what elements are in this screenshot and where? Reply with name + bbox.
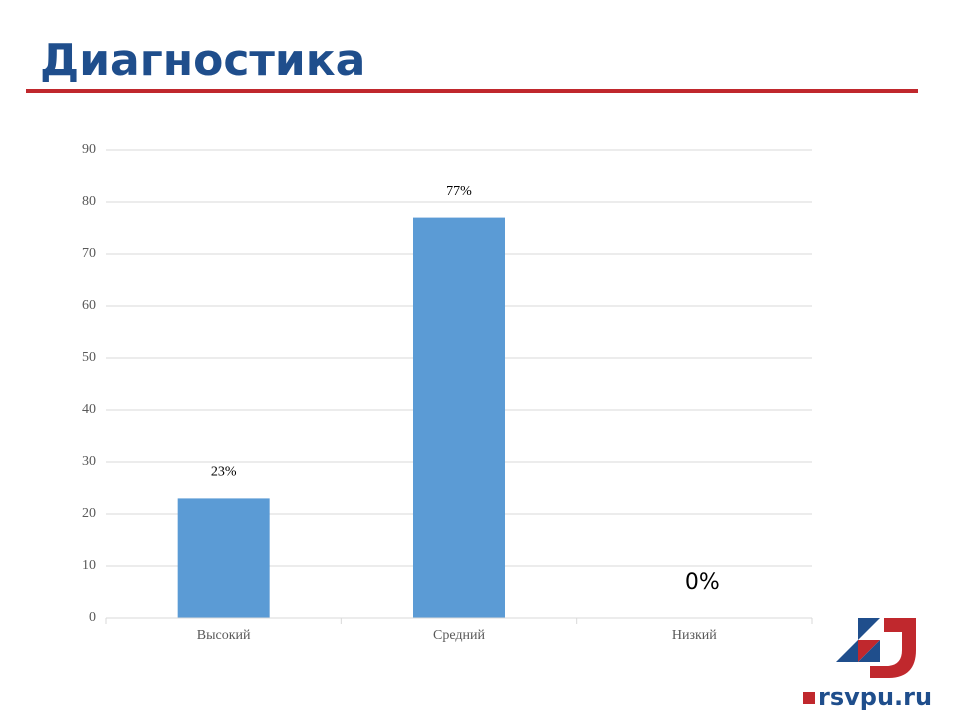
y-tick-label: 50 bbox=[82, 350, 96, 365]
y-tick-label: 90 bbox=[82, 142, 96, 157]
y-tick-label: 70 bbox=[82, 246, 96, 261]
value-label: 23% bbox=[211, 465, 237, 480]
y-tick-label: 60 bbox=[82, 298, 96, 313]
x-tick-label: Низкий bbox=[672, 628, 717, 643]
y-tick-label: 30 bbox=[82, 454, 96, 469]
logo-text: rsvpu.ru bbox=[818, 683, 932, 711]
bar bbox=[413, 217, 505, 618]
logo-square bbox=[803, 692, 815, 704]
logo-shape bbox=[870, 618, 916, 678]
title-rule bbox=[26, 89, 918, 93]
x-tick-label: Средний bbox=[433, 628, 485, 643]
logo: rsvpu.ru bbox=[803, 618, 932, 711]
slide-title: Диагностика bbox=[40, 35, 365, 86]
y-tick-label: 0 bbox=[89, 610, 96, 625]
value-label: 0% bbox=[685, 570, 720, 595]
y-tick-label: 40 bbox=[82, 402, 96, 417]
logo-shape bbox=[858, 640, 880, 662]
y-tick-label: 10 bbox=[82, 558, 96, 573]
value-label: 77% bbox=[446, 184, 472, 199]
bar bbox=[177, 498, 270, 618]
y-tick-label: 20 bbox=[82, 506, 96, 521]
x-tick-label: Высокий bbox=[197, 628, 251, 643]
logo-shape bbox=[836, 640, 858, 662]
y-tick-label: 80 bbox=[82, 194, 96, 209]
logo-shape bbox=[858, 618, 880, 640]
